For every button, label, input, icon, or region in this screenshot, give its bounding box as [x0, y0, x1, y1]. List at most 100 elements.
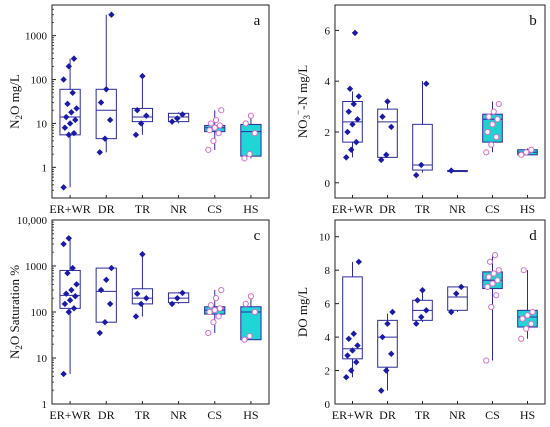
x-tick-label: TR: [135, 202, 150, 216]
data-point: [518, 151, 525, 158]
data-point: [528, 146, 535, 153]
data-point: [65, 131, 72, 139]
box-iqr: [95, 267, 117, 323]
data-point: [494, 277, 501, 284]
data-point: [344, 352, 351, 359]
data-point: [72, 293, 79, 300]
panel-label: b: [529, 13, 537, 29]
x-tick-label: HS: [520, 202, 535, 216]
data-point: [60, 370, 67, 378]
data-point: [494, 116, 501, 123]
data-point: [69, 264, 76, 272]
box-nr: [167, 111, 190, 125]
y-axis-label-part: N: [7, 349, 22, 359]
y-tick-label: 8: [325, 265, 331, 277]
data-point: [242, 120, 249, 127]
box-tr: [131, 251, 154, 320]
data-point: [485, 113, 492, 120]
box-cs: [482, 252, 503, 364]
panel-label: a: [254, 13, 261, 29]
y-axis-label-sup: −: [293, 110, 303, 115]
data-point: [103, 276, 110, 284]
data-point: [484, 128, 491, 136]
data-point: [453, 290, 460, 297]
data-point: [68, 286, 75, 294]
data-point: [488, 141, 495, 148]
data-point: [103, 86, 110, 93]
data-point: [174, 294, 181, 302]
data-point: [215, 313, 222, 320]
data-point: [212, 295, 220, 302]
data-point: [137, 300, 145, 308]
y-tick-label: 0: [325, 399, 331, 411]
data-point: [216, 305, 224, 312]
x-tick-label: DR: [98, 202, 115, 216]
box-erwr: [342, 29, 363, 161]
y-tick-label: 2: [325, 127, 331, 139]
data-point: [106, 116, 114, 124]
data-point: [414, 297, 421, 304]
y-tick-label: 6: [325, 25, 331, 37]
data-point: [205, 146, 212, 153]
data-point: [383, 151, 390, 159]
data-point: [62, 113, 70, 121]
data-point: [139, 251, 146, 258]
y-axis-label-part: NO: [295, 119, 310, 138]
y-axis-label: N2O mg/L: [7, 74, 24, 129]
box-dr: [377, 308, 398, 394]
data-point: [353, 138, 360, 146]
box-tr: [412, 287, 433, 327]
x-tick-label: ER+WR: [332, 408, 373, 422]
data-point: [207, 120, 214, 127]
data-point: [106, 300, 114, 308]
data-point: [61, 300, 69, 308]
data-point: [345, 108, 352, 115]
data-point: [174, 115, 181, 122]
data-point: [168, 300, 176, 308]
y-tick-label: 1000: [25, 261, 48, 273]
data-point: [384, 98, 391, 105]
data-point: [355, 93, 362, 100]
data-point: [108, 11, 115, 18]
x-tick-label: CS: [207, 408, 222, 422]
data-point: [524, 312, 531, 319]
data-point: [489, 280, 496, 287]
box-cs: [482, 100, 503, 156]
data-point: [242, 300, 249, 307]
data-point: [241, 336, 248, 343]
data-point: [486, 258, 494, 265]
data-point: [66, 120, 74, 127]
data-point: [247, 112, 255, 119]
data-point: [348, 367, 355, 374]
y-axis-label-part: N: [7, 119, 22, 129]
data-point: [168, 118, 176, 125]
x-tick-label: NR: [170, 408, 187, 422]
plot-frame: [334, 4, 546, 199]
box-erwr: [59, 235, 81, 378]
panel-label: c: [254, 228, 261, 244]
box-dr: [95, 264, 117, 337]
data-point: [97, 286, 105, 294]
box-tr: [131, 72, 154, 139]
data-point: [70, 55, 78, 62]
box-iqr: [412, 123, 433, 171]
box-cs: [204, 107, 226, 153]
data-point: [458, 283, 465, 291]
data-point: [179, 111, 186, 118]
data-point: [484, 283, 491, 291]
data-point: [218, 286, 225, 294]
data-point: [489, 121, 496, 128]
data-point: [519, 315, 526, 322]
box-hs: [240, 112, 262, 162]
data-point: [134, 290, 141, 297]
data-point: [60, 240, 67, 248]
x-tick-label: CS: [485, 202, 500, 216]
y-axis-label-sub: 2: [14, 345, 24, 350]
panel-d: 0 2 4 6 8 10 ER+WR DR TR NR CS HS d DO mg/L: [295, 219, 546, 422]
data-point: [343, 374, 350, 381]
y-tick-label: 1: [42, 162, 48, 174]
data-point: [490, 108, 497, 115]
box-iqr: [131, 288, 154, 305]
y-axis-label: N2O Saturation %: [7, 265, 24, 359]
data-point: [179, 289, 186, 297]
